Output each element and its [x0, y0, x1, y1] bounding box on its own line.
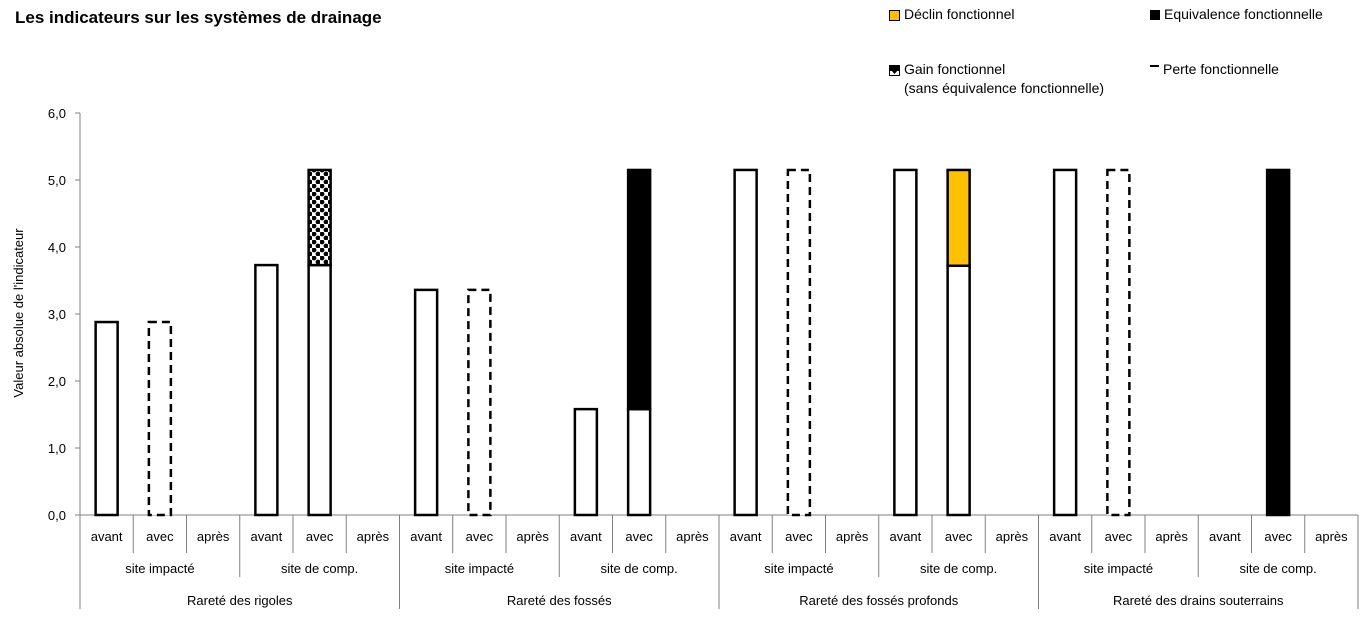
legend-declin: Déclin fonctionnel: [889, 5, 1015, 24]
bar-segment: [413, 288, 439, 517]
bar-segment: [94, 320, 119, 517]
x-tick-label-phase: avec: [1264, 529, 1292, 544]
bar-segment: [893, 168, 918, 517]
legend-perte-label: Perte fonctionnelle: [1163, 61, 1279, 77]
bar-segment: [946, 264, 971, 517]
bar-segment: [573, 407, 599, 517]
x-tick-label-site: site impacté: [764, 561, 833, 576]
x-tick-label-site: site de comp.: [281, 561, 358, 576]
bar-segment: [786, 168, 812, 517]
y-tick-label: 6,0: [48, 106, 66, 121]
x-tick-label-phase: avant: [889, 529, 921, 544]
x-tick-label-group: Rareté des rigoles: [187, 593, 293, 608]
legend-equivalence-swatch: [1150, 10, 1160, 21]
legend-equivalence: Equivalence fonctionnelle: [1150, 5, 1323, 24]
x-tick-label-phase: après: [1315, 529, 1348, 544]
legend-gain-swatch: [889, 64, 900, 76]
x-tick-label-phase: avant: [1209, 529, 1241, 544]
y-axis-label: Valeur absolue de l'indicateur: [11, 228, 26, 398]
y-tick-label: 3,0: [48, 307, 66, 322]
bar-segment: [307, 168, 332, 267]
y-tick-label: 0,0: [48, 508, 66, 523]
x-tick-label-phase: après: [357, 529, 390, 544]
x-tick-label-phase: avant: [250, 529, 282, 544]
bar-segment: [1106, 168, 1131, 517]
y-tick-label: 2,0: [48, 374, 66, 389]
x-tick-label-phase: avec: [466, 529, 494, 544]
x-tick-label-site: site impacté: [1084, 561, 1153, 576]
y-tick-label: 4,0: [48, 240, 66, 255]
x-tick-label-phase: après: [1155, 529, 1188, 544]
bar-segment: [307, 263, 332, 517]
y-tick-label: 1,0: [48, 441, 66, 456]
x-tick-label-site: site de comp.: [1239, 561, 1316, 576]
x-tick-label-phase: avant: [730, 529, 762, 544]
y-tick-label: 5,0: [48, 173, 66, 188]
legend-perte-swatch: [1150, 64, 1159, 76]
bar-segment: [1265, 168, 1291, 517]
bar-segment: [254, 263, 279, 517]
legend-declin-label: Déclin fonctionnel: [904, 6, 1015, 22]
x-tick-label-group: Rareté des fossés: [507, 593, 612, 608]
legend-perte: Perte fonctionnelle: [1150, 60, 1279, 79]
bar-segment: [626, 407, 652, 517]
x-tick-label-phase: après: [197, 529, 230, 544]
legend-gain: Gain fonctionnel: [889, 60, 1005, 79]
x-tick-label-phase: avec: [945, 529, 973, 544]
x-tick-label-phase: avant: [570, 529, 602, 544]
x-tick-label-phase: après: [836, 529, 869, 544]
bar-segment: [467, 288, 492, 517]
x-tick-label-phase: avec: [785, 529, 813, 544]
x-tick-label-phase: après: [516, 529, 549, 544]
legend-equivalence-label: Equivalence fonctionnelle: [1164, 6, 1323, 22]
bar-segment: [147, 320, 173, 517]
x-tick-label-phase: avec: [1105, 529, 1133, 544]
x-tick-label-group: Rareté des drains souterrains: [1113, 593, 1284, 608]
x-tick-label-phase: avec: [306, 529, 334, 544]
x-tick-label-group: Rareté des fossés profonds: [799, 593, 958, 608]
bar-segment: [1052, 168, 1078, 517]
x-tick-label-phase: avec: [146, 529, 174, 544]
chart-title: Les indicateurs sur les systèmes de drai…: [15, 8, 382, 27]
x-tick-label-phase: après: [996, 529, 1029, 544]
bar-segment: [733, 168, 758, 517]
x-tick-label-site: site impacté: [125, 561, 194, 576]
legend-declin-swatch: [889, 9, 900, 21]
bar-segment: [626, 168, 652, 411]
x-tick-label-phase: avec: [625, 529, 653, 544]
legend-gain-label: Gain fonctionnel: [904, 61, 1006, 77]
x-tick-label-site: site impacté: [445, 561, 514, 576]
bar-segment: [946, 168, 971, 268]
x-tick-label-site: site de comp.: [920, 561, 997, 576]
legend-gain-note: (sans équivalence fonctionnelle): [904, 80, 1105, 96]
x-tick-label-phase: avant: [1049, 529, 1081, 544]
x-tick-label-site: site de comp.: [600, 561, 677, 576]
x-tick-label-phase: avant: [91, 529, 123, 544]
x-tick-label-phase: avant: [410, 529, 442, 544]
x-tick-label-phase: après: [676, 529, 709, 544]
